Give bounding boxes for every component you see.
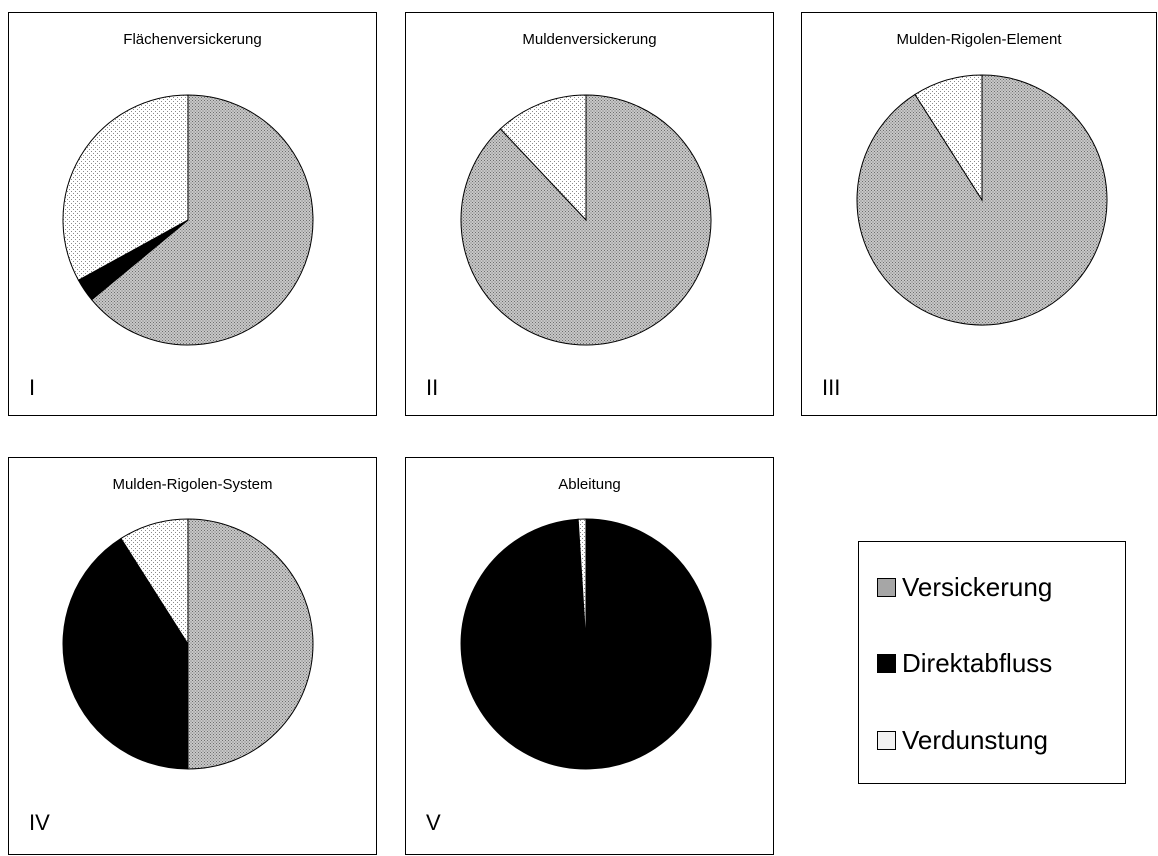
chart-title: Muldenversickerung	[522, 31, 657, 48]
chart-panel-3: Mulden-Rigolen-Element III	[801, 12, 1157, 416]
pie-chart	[460, 94, 712, 346]
chart-title: Ableitung	[558, 476, 621, 493]
panel-label: II	[426, 375, 439, 400]
pie-chart	[62, 518, 314, 770]
pie-chart	[62, 94, 314, 346]
pie-chart	[856, 74, 1108, 326]
legend-item-versickerung: Versickerung	[877, 572, 1052, 603]
panel-label: I	[29, 375, 36, 400]
chart-panel-1: Flächenversickerung I	[8, 12, 377, 416]
pie-slice-verdunstung	[914, 74, 983, 202]
chart-title: Flächenversickerung	[123, 31, 262, 48]
pie-slice-verdunstung	[62, 94, 189, 281]
panel-label: V	[426, 810, 441, 835]
legend-swatch-verdunstung	[877, 731, 896, 750]
pie-slice-verdunstung	[499, 94, 587, 222]
chart-panel-5: Ableitung V	[405, 457, 774, 855]
panel-label: IV	[29, 810, 50, 835]
legend-label: Verdunstung	[902, 725, 1049, 755]
chart-panel-4: Mulden-Rigolen-System IV	[8, 457, 377, 855]
pie-slice-direktabfluss	[62, 537, 189, 770]
chart-panel-2: Muldenversickerung II	[405, 12, 774, 416]
pie-slice-verdunstung	[577, 518, 587, 645]
chart-legend: Versickerung Direktabfluss Verdunstung	[858, 541, 1126, 784]
legend-swatch-versickerung	[877, 578, 896, 597]
pie-chart	[460, 518, 712, 770]
panel-label: III	[822, 375, 841, 400]
pie-slice-versickerung	[187, 518, 314, 770]
pie-slice-versickerung	[460, 94, 712, 346]
legend-label: Direktabfluss	[902, 648, 1053, 678]
pie-slice-verdunstung	[120, 518, 189, 646]
legend-item-verdunstung: Verdunstung	[877, 725, 1048, 756]
legend-swatch-direktabfluss	[877, 654, 896, 673]
legend-label: Versickerung	[902, 572, 1053, 602]
chart-title: Mulden-Rigolen-System	[112, 476, 273, 493]
pie-slice-versickerung	[90, 94, 314, 346]
legend-item-direktabfluss: Direktabfluss	[877, 648, 1052, 679]
chart-title: Mulden-Rigolen-Element	[896, 31, 1062, 48]
